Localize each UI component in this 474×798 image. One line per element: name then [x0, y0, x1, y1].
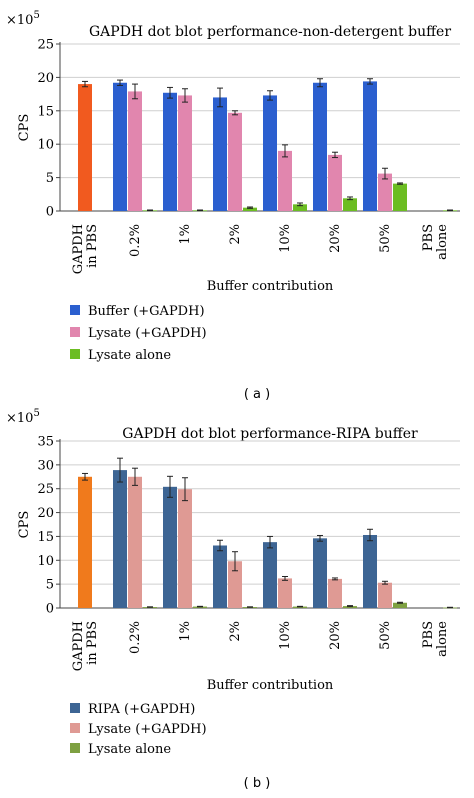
legend-swatch [70, 327, 80, 337]
y-tick-label: 25 [37, 482, 54, 497]
chart-a: GAPDH dot blot performance-non-detergent… [6, 10, 460, 402]
bar-buffer-gapdh [163, 92, 177, 211]
bar-ripa-gapdh [363, 534, 377, 608]
y-tick-label: 5 [46, 578, 54, 593]
y-tick-label: 20 [37, 71, 54, 86]
y-multiplier: ×105 [6, 408, 40, 426]
bar-lysate-gapdh [378, 173, 392, 211]
chart-b: GAPDH dot blot performance-RIPA buffer ×1… [6, 408, 460, 791]
x-tick-label: 10% [278, 224, 293, 253]
y-axis-label: CPS [17, 114, 32, 142]
y-tick-label: 30 [37, 458, 54, 473]
x-tick-label: 10% [278, 621, 293, 650]
legend-swatch [70, 723, 80, 733]
x-tick-label: 0.2% [128, 621, 143, 654]
bar-gapdh-in-pbs [78, 84, 92, 211]
x-tick-label: PBS [421, 621, 436, 648]
x-tick-label: GAPDH [71, 224, 86, 274]
bar-lysate-gapdh [128, 476, 142, 608]
bar-lysate-gapdh [328, 154, 342, 211]
bar-lysate-gapdh [178, 489, 192, 608]
panel-label: ( b ) [244, 776, 271, 791]
x-tick-label: 2% [228, 224, 243, 245]
y-tick-label: 15 [37, 104, 54, 119]
y-multiplier: ×105 [6, 10, 40, 28]
panel-label: ( a ) [244, 387, 270, 402]
legend-swatch [70, 305, 80, 315]
bar-buffer-gapdh [363, 81, 377, 212]
x-tick-label: PBS [421, 224, 436, 251]
bar-lysate-alone [343, 198, 357, 211]
x-axis-label: Buffer contribution [207, 678, 334, 693]
chart-title: GAPDH dot blot performance-RIPA buffer [122, 426, 418, 442]
x-tick-label: in PBS [85, 224, 100, 268]
bar-gapdh-in-pbs [78, 476, 92, 608]
y-tick-label: 10 [37, 554, 54, 569]
y-multiplier-exponent: 5 [33, 10, 39, 21]
y-tick-label: 0 [46, 205, 54, 220]
x-tick-label: 50% [378, 224, 393, 253]
bar-lysate-gapdh [378, 582, 392, 608]
legend-label: Lysate (+GAPDH) [88, 326, 207, 341]
legend-swatch [70, 349, 80, 359]
bar-buffer-gapdh [113, 82, 127, 211]
bar-lysate-gapdh [278, 578, 292, 608]
bar-lysate-gapdh [178, 95, 192, 211]
bar-lysate-alone [243, 207, 257, 211]
bar-lysate-gapdh [278, 150, 292, 211]
legend-swatch [70, 743, 80, 753]
x-tick-label: 1% [178, 621, 193, 642]
y-axis-label: CPS [17, 511, 32, 539]
legend-swatch [70, 703, 80, 713]
legend-label: Lysate alone [88, 348, 171, 363]
bar-buffer-gapdh [263, 95, 277, 211]
bar-ripa-gapdh [113, 470, 127, 608]
bar-lysate-gapdh [228, 112, 242, 211]
legend-label: Lysate alone [88, 742, 171, 757]
bar-lysate-gapdh [328, 578, 342, 608]
x-tick-label: 2% [228, 621, 243, 642]
bar-lysate-alone [393, 183, 407, 211]
y-tick-label: 0 [46, 602, 54, 617]
bar-ripa-gapdh [163, 486, 177, 608]
bar-lysate-gapdh [128, 91, 142, 211]
x-tick-label: alone [435, 224, 450, 260]
bar-lysate-alone [393, 602, 407, 608]
bar-lysate-alone [293, 204, 307, 211]
x-tick-label: 20% [328, 621, 343, 650]
bar-ripa-gapdh [263, 542, 277, 608]
y-tick-label: 5 [46, 171, 54, 186]
x-tick-label: 20% [328, 224, 343, 253]
chart-title: GAPDH dot blot performance-non-detergent… [89, 24, 451, 40]
x-tick-label: alone [435, 621, 450, 657]
x-tick-label: 50% [378, 621, 393, 650]
x-tick-label: 1% [178, 224, 193, 245]
y-multiplier-exponent: 5 [33, 408, 39, 419]
bar-buffer-gapdh [213, 97, 227, 211]
bar-ripa-gapdh [213, 545, 227, 608]
x-tick-label: GAPDH [71, 621, 86, 671]
legend-label: Buffer (+GAPDH) [88, 304, 205, 319]
y-tick-label: 35 [37, 435, 54, 450]
legend-label: Lysate (+GAPDH) [88, 722, 207, 737]
bar-buffer-gapdh [313, 82, 327, 211]
legend-label: RIPA (+GAPDH) [88, 702, 195, 717]
y-tick-label: 25 [37, 38, 54, 53]
x-tick-label: in PBS [85, 621, 100, 665]
y-tick-label: 15 [37, 530, 54, 545]
bar-lysate-gapdh [228, 561, 242, 608]
y-tick-label: 10 [37, 138, 54, 153]
y-tick-label: 20 [37, 506, 54, 521]
x-axis-label: Buffer contribution [207, 279, 334, 294]
x-tick-label: 0.2% [128, 224, 143, 257]
bar-ripa-gapdh [313, 538, 327, 608]
